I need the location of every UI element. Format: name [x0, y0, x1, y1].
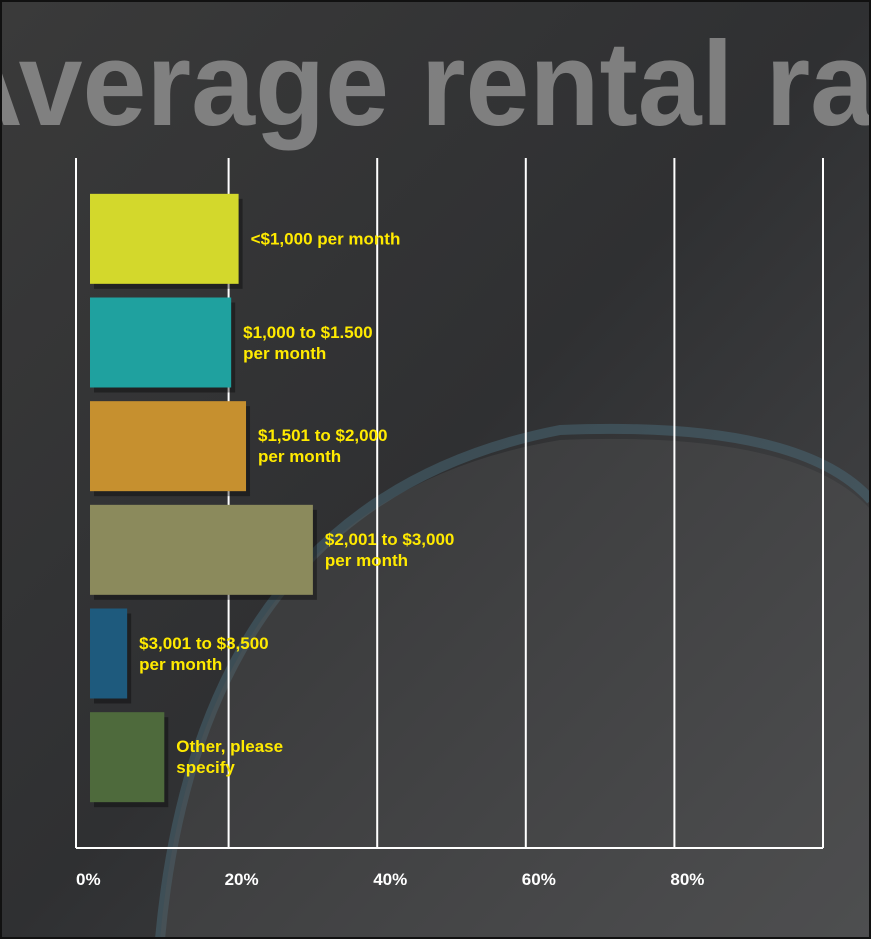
x-tick-label: 80%: [670, 870, 705, 889]
bar: [90, 712, 165, 803]
bar: [90, 297, 232, 388]
category-label: Other, please specify: [176, 737, 284, 778]
bar: [90, 608, 128, 699]
bar: [90, 193, 239, 284]
x-tick-label: 60%: [521, 870, 556, 889]
category-label: $1,501 to $2,000 per month: [258, 426, 388, 467]
background-arc: [155, 423, 871, 939]
x-tick-label: 0%: [76, 870, 101, 889]
x-tick-label: 40%: [373, 870, 408, 889]
x-tick-label: 20%: [224, 870, 259, 889]
background-tower: [160, 438, 871, 939]
bar: [90, 504, 313, 595]
category-label: <$1,000 per month: [250, 229, 401, 249]
category-label: $2,001 to $3,000 per month: [324, 529, 455, 570]
bar: [90, 401, 247, 492]
chart-title: Average rental rates: [0, 17, 871, 151]
category-label: $3,001 to $3,500 per month: [139, 633, 269, 674]
category-label: $1,000 to $1.500 per month: [243, 322, 373, 363]
